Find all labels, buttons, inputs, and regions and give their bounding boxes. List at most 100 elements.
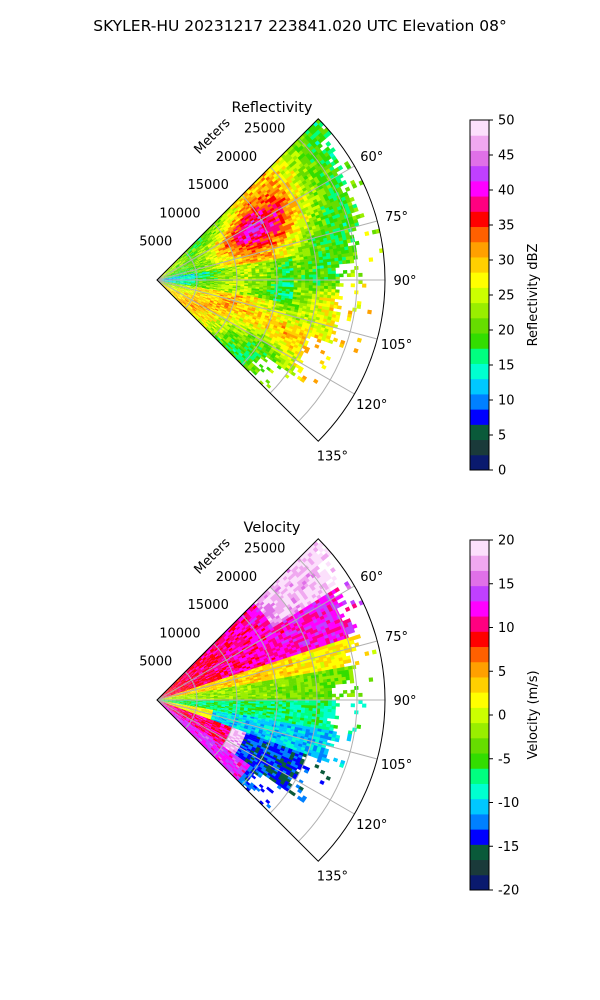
- radar-gate: [203, 232, 208, 237]
- radar-gate: [193, 298, 198, 302]
- radar-gate: [187, 277, 192, 279]
- radar-gate: [213, 282, 219, 285]
- radar-gate: [202, 243, 207, 247]
- radar-gate: [220, 304, 225, 308]
- radar-gate: [214, 247, 219, 251]
- radar-gate: [174, 269, 179, 273]
- radar-gate: [204, 246, 209, 250]
- radar-gate: [187, 278, 192, 280]
- colorbar-segment: [470, 439, 489, 456]
- radar-gate: [227, 292, 233, 295]
- radar-gate: [175, 285, 180, 288]
- radar-gate: [174, 271, 179, 274]
- radar-gate: [211, 229, 216, 234]
- radar-gate: [168, 280, 173, 282]
- radar-gate: [168, 280, 173, 282]
- radar-gate: [350, 269, 355, 274]
- radar-gate: [208, 232, 213, 237]
- radar-gate: [181, 297, 185, 301]
- radar-gate: [185, 289, 190, 292]
- radar-gate: [200, 265, 205, 268]
- radar-gate: [190, 275, 196, 277]
- radar-gate: [160, 275, 164, 278]
- radar-gate: [190, 287, 195, 290]
- radar-gate: [202, 319, 207, 324]
- radar-gate: [208, 238, 213, 243]
- radar-gate: [200, 240, 205, 245]
- radar-gate: [183, 256, 188, 260]
- colorbar-tick-label: 25: [498, 289, 515, 304]
- radar-gate: [178, 272, 183, 274]
- radar-gate: [201, 256, 206, 260]
- radar-gate: [203, 296, 208, 299]
- radar-gate: [163, 275, 168, 277]
- radar-gate: [215, 314, 220, 318]
- radar-gate: [171, 284, 176, 287]
- radar-gate: [197, 258, 203, 261]
- radar-gate: [174, 271, 179, 274]
- radar-gate: [167, 283, 172, 285]
- radar-gate: [181, 288, 187, 291]
- radar-gate: [203, 244, 208, 249]
- radar-gate: [195, 310, 200, 314]
- radar-gate: [189, 290, 194, 293]
- radar-gate: [195, 303, 200, 307]
- radar-gate: [180, 265, 185, 268]
- radar-gate: [312, 282, 317, 286]
- colorbar-tick-label: 50: [498, 114, 515, 129]
- range-tick-label: 10000: [159, 206, 200, 221]
- radar-gate: [172, 290, 177, 294]
- radar-gate: [168, 278, 173, 279]
- radar-gate: [225, 276, 230, 278]
- radar-gate: [181, 260, 186, 264]
- radar-gate: [174, 294, 178, 298]
- radar-gate: [210, 299, 215, 303]
- radar-gate: [182, 295, 187, 299]
- radar-gate: [172, 280, 177, 282]
- radar-gate: [170, 271, 175, 274]
- radar-gate: [206, 260, 212, 263]
- radar-gate: [337, 305, 342, 310]
- radar-gate: [225, 277, 230, 279]
- radar-gate: [213, 277, 219, 280]
- radar-gate: [192, 254, 197, 258]
- radar-gate: [184, 292, 189, 296]
- radar-gate: [188, 264, 193, 267]
- radar-gate: [210, 307, 215, 311]
- radar-gate: [225, 283, 230, 286]
- colorbar-segment: [470, 150, 489, 167]
- radar-gate: [353, 348, 359, 354]
- radar-gate: [185, 288, 191, 291]
- radar-gate: [198, 260, 204, 263]
- radar-gate: [339, 273, 344, 278]
- radar-gate: [312, 378, 319, 384]
- radar-gate: [178, 271, 183, 274]
- radar-gate: [201, 300, 206, 303]
- radar-gate: [325, 141, 332, 147]
- radar-gate: [190, 273, 195, 275]
- radar-gate: [160, 278, 165, 280]
- radar-gate: [225, 273, 230, 276]
- radar-gate: [195, 295, 200, 299]
- radar-gate: [198, 285, 203, 288]
- radar-gate: [301, 282, 306, 286]
- radar-gate: [344, 186, 351, 193]
- radar-gate: [193, 306, 198, 310]
- radar-gate: [327, 285, 333, 290]
- radar-gate: [198, 305, 203, 309]
- radar-gate: [198, 237, 202, 242]
- radar-gate: [177, 296, 181, 300]
- radar-gate: [339, 283, 344, 287]
- radar-gate: [206, 299, 211, 302]
- radar-gate: [187, 282, 192, 284]
- radar-gate: [197, 307, 202, 311]
- radar-gate: [162, 272, 167, 276]
- radar-gate: [204, 239, 209, 243]
- radar-gate: [210, 297, 216, 301]
- radar-gate: [202, 231, 207, 236]
- radar-gate: [199, 296, 204, 299]
- radar-gate: [297, 282, 302, 286]
- radar-gate: [263, 274, 268, 277]
- radar-gate: [240, 275, 245, 278]
- radar-gate: [177, 268, 182, 271]
